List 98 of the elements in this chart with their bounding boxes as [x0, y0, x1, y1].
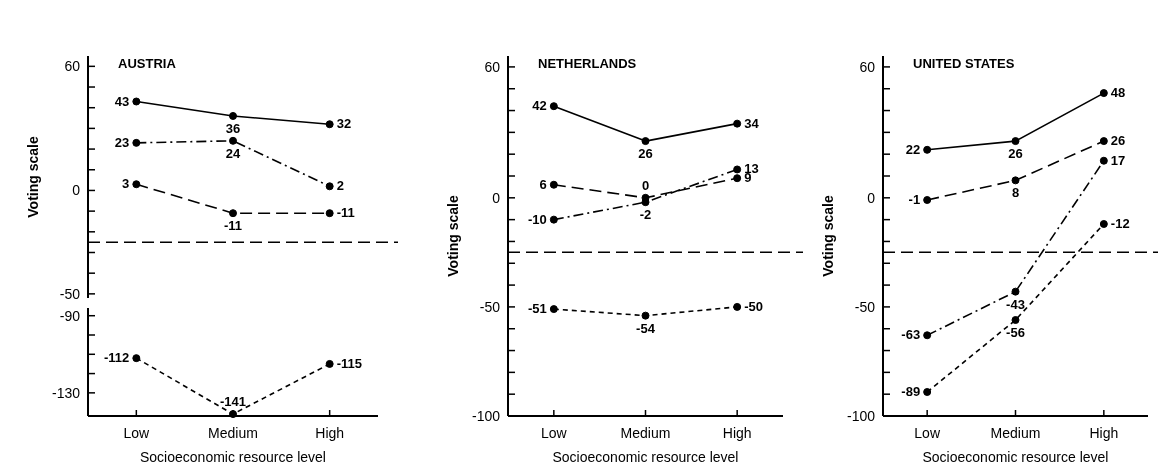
x-tick-label: Medium	[990, 425, 1041, 441]
point	[549, 305, 558, 314]
point	[549, 102, 558, 111]
chart-title: NETHERLANDS	[538, 56, 637, 71]
point	[229, 209, 237, 218]
y-tick-label: 0	[72, 182, 81, 199]
data-label: -2	[639, 207, 652, 223]
data-label: 26	[1110, 133, 1126, 149]
data-label: 8	[1011, 185, 1020, 201]
data-label: 17	[1110, 152, 1126, 168]
point	[923, 196, 932, 204]
point	[1011, 287, 1020, 296]
point	[923, 388, 932, 396]
data-label: -11	[223, 218, 243, 234]
data-label: -12	[1110, 216, 1130, 231]
data-label: -115	[336, 355, 362, 371]
data-label: 26	[1008, 146, 1023, 162]
point	[132, 138, 141, 147]
y-tick-label: 60	[64, 58, 81, 75]
point	[923, 145, 932, 154]
point	[549, 215, 558, 224]
data-label: -50	[744, 298, 763, 314]
point	[325, 182, 334, 191]
x-tick-label: Low	[540, 425, 568, 441]
point	[325, 209, 334, 218]
y-tick-label: -100	[471, 408, 501, 424]
y-axis-title: Voting scale	[820, 195, 836, 277]
y-tick-label: 0	[492, 189, 501, 206]
data-label: 24	[225, 145, 241, 161]
point	[733, 302, 742, 311]
data-label: 0	[641, 177, 650, 193]
point	[1099, 156, 1108, 165]
data-label: -43	[1006, 296, 1025, 312]
point	[733, 174, 742, 183]
data-label: 23	[114, 134, 130, 150]
y-tick-label: 60	[484, 58, 501, 75]
point	[1011, 316, 1020, 324]
data-label: 6	[539, 176, 547, 192]
point	[923, 331, 932, 340]
y-tick-label: -100	[846, 408, 876, 424]
point	[325, 120, 334, 129]
x-tick-label: Low	[914, 425, 941, 441]
chart-title: AUSTRIA	[118, 56, 177, 71]
x-tick-label: High	[1089, 425, 1119, 441]
point	[641, 137, 650, 146]
x-axis-title: Socioeconomic resource level	[140, 449, 326, 465]
data-label: 36	[225, 120, 241, 136]
data-label: 42	[532, 98, 547, 114]
x-tick-label: High	[315, 425, 345, 441]
y-tick-label: -50	[59, 285, 81, 302]
point	[132, 180, 141, 189]
data-label: -63	[901, 327, 921, 343]
x-tick-label: Medium	[620, 425, 671, 441]
point	[1099, 137, 1108, 146]
point	[132, 354, 141, 363]
point	[733, 119, 742, 128]
y-tick-label: -50	[479, 298, 501, 315]
point	[549, 180, 558, 189]
data-label: -10	[528, 211, 547, 227]
point	[1011, 137, 1020, 146]
data-label: 48	[1110, 85, 1126, 101]
x-axis-title: Socioeconomic resource level	[922, 449, 1109, 465]
y-tick-label: 60	[859, 58, 876, 75]
y-tick-label: 0	[867, 189, 876, 206]
x-tick-label: High	[722, 425, 752, 441]
data-label: 22	[905, 141, 921, 157]
point	[1099, 220, 1108, 228]
data-label: 34	[744, 115, 760, 131]
y-tick-label: -90	[59, 307, 81, 324]
y-tick-label: -130	[51, 384, 81, 401]
point	[733, 165, 742, 174]
data-label: -56	[1006, 325, 1025, 340]
data-label: -11	[336, 205, 355, 221]
y-axis-title: Voting scale	[25, 136, 41, 218]
x-tick-label: Medium	[208, 425, 258, 441]
data-label: 26	[638, 146, 653, 162]
data-label: -54	[636, 320, 656, 336]
data-label: -112	[104, 350, 130, 366]
point	[641, 311, 650, 320]
data-label: 2	[336, 178, 344, 194]
y-tick-label: -50	[854, 298, 876, 315]
data-label: -51	[528, 301, 547, 317]
point	[132, 97, 141, 106]
data-label: -1	[908, 192, 921, 207]
data-label: 43	[114, 93, 130, 109]
point	[325, 359, 334, 368]
data-label: 3	[122, 176, 130, 192]
point	[1011, 176, 1020, 185]
y-axis-title: Voting scale	[445, 195, 461, 277]
x-tick-label: Low	[123, 425, 151, 441]
point	[229, 136, 237, 145]
chart-title: UNITED STATES	[913, 56, 1015, 71]
data-label: -141	[219, 394, 247, 410]
data-label: 32	[336, 116, 352, 132]
data-label: -89	[901, 384, 921, 399]
point	[229, 111, 237, 120]
point	[1099, 89, 1108, 98]
x-axis-title: Socioeconomic resource level	[552, 449, 739, 465]
